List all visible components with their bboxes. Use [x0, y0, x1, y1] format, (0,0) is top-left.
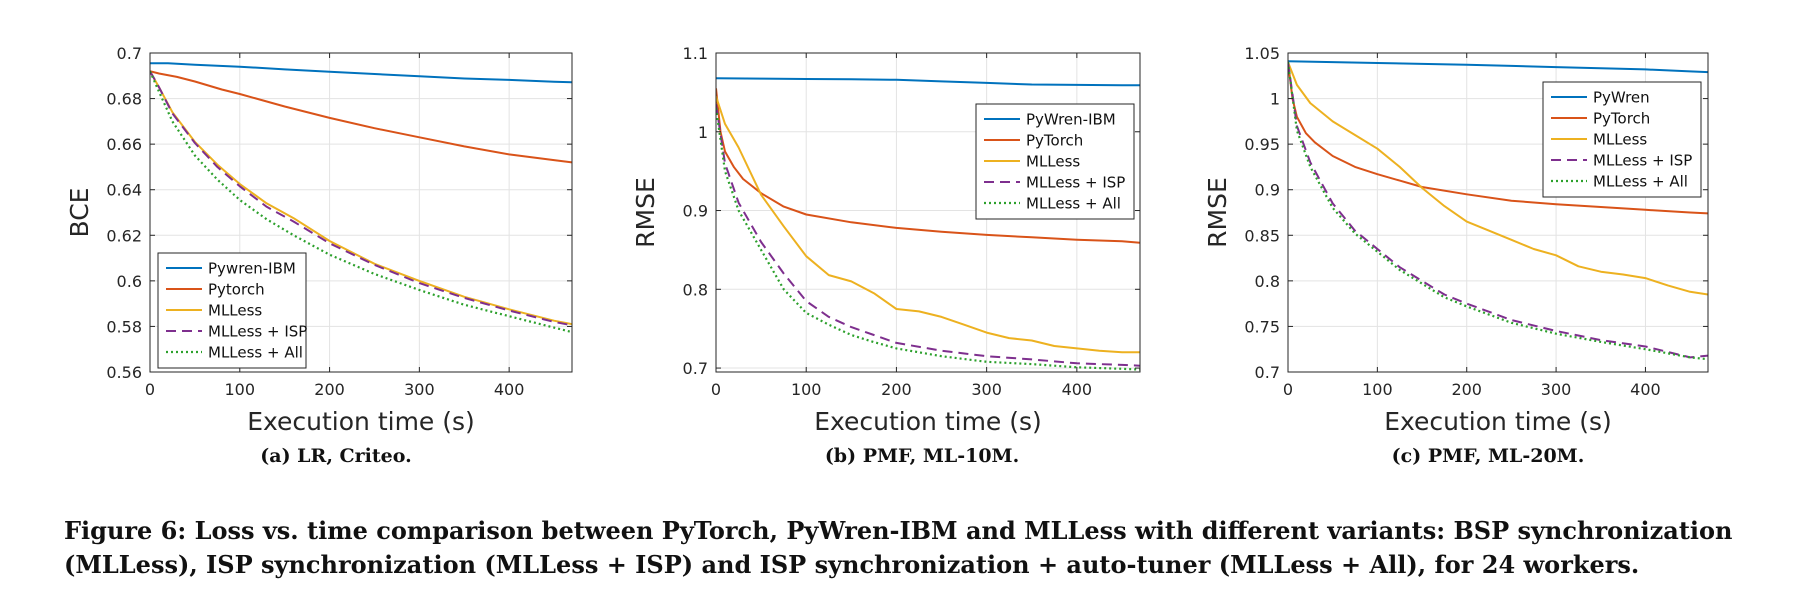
legend-label: MLLess + All	[1026, 195, 1121, 213]
y-axis-label: RMSE	[631, 177, 660, 248]
series-line-3	[716, 104, 1140, 367]
x-tick-label: 400	[1062, 380, 1093, 399]
legend-label: MLLess + All	[1593, 173, 1688, 191]
x-tick-label: 100	[791, 380, 822, 399]
x-tick-label: 400	[1630, 380, 1661, 399]
figure-caption: Figure 6: Loss vs. time comparison betwe…	[64, 516, 1733, 579]
y-axis-label: RMSE	[1203, 177, 1232, 248]
figure-charts: 0 100 200 300 4000.560.580.60.620.640.660.68…	[65, 44, 1709, 436]
y-tick-label: 0.7	[683, 359, 708, 378]
y-tick-label: 0.8	[1255, 272, 1280, 291]
legend-label: MLLess	[1026, 153, 1080, 171]
x-tick-label: 200	[1451, 380, 1482, 399]
legend-label: PyWren-IBM	[1026, 111, 1116, 129]
chart-b: 0 100 200 300 400 0.7 0.8 0.9 1 1.1 Execution time…	[631, 44, 1141, 436]
y-tick-label: 0.66	[106, 135, 142, 154]
y-tick-label: 0.85	[1244, 226, 1280, 245]
chart-c: 0 100 200 300 400 0.7 0.75 0.8 0.85 0.9 0.95 1 1.05 E…	[1203, 44, 1709, 436]
series-line-0	[150, 62, 572, 84]
x-tick-label: 300	[1541, 380, 1572, 399]
legend-label: MLLess + ISP	[1026, 174, 1125, 192]
y-tick-label: 0.56	[106, 363, 142, 382]
subcaption-b: (b) PMF, ML-10M.	[824, 445, 1020, 467]
series-line-0	[1288, 60, 1708, 74]
y-axis-label: BCE	[65, 188, 94, 238]
axes-box	[1287, 52, 1709, 373]
series-line-3	[1288, 61, 1708, 359]
legend-label: MLLess	[1593, 131, 1647, 149]
x-tick-label: 300	[404, 380, 435, 399]
series-line-0	[716, 77, 1140, 87]
y-tick-label: 1.05	[1244, 44, 1280, 63]
legend-label: MLLess + All	[208, 344, 303, 362]
y-tick-label: 0.9	[683, 202, 708, 221]
x-tick-label: 0	[145, 380, 155, 399]
subcaption-a: (a) LR, Criteo.	[260, 445, 412, 467]
y-tick-label: 0.7	[117, 44, 142, 63]
chart-a: 0 100 200 300 400 0.56 0.58 0.6 0.62 0.64 0.66 0.68…	[65, 44, 573, 436]
legend-label: Pywren-IBM	[208, 260, 296, 278]
y-tick-label: 0.8	[683, 280, 708, 299]
x-tick-label: 100	[225, 380, 256, 399]
y-tick-label: 0.75	[1244, 317, 1280, 336]
legend-label: MLLess	[208, 302, 262, 320]
axes-box	[149, 52, 573, 373]
series-line-4	[1288, 61, 1708, 361]
x-axis-label: Execution time (s)	[1384, 407, 1612, 436]
series-line-1	[716, 88, 1140, 244]
x-axis-label: Execution time (s)	[247, 407, 475, 436]
legend-label: PyWren	[1593, 89, 1650, 107]
x-tick-label: 400	[494, 380, 525, 399]
x-tick-label: 0	[711, 380, 721, 399]
y-tick-label: 1.1	[683, 44, 708, 63]
y-tick-label: 0.68	[106, 90, 142, 109]
y-tick-label: 0.95	[1244, 135, 1280, 154]
legend: PyWren PyTorch MLLess MLLess + ISP MLLess + …	[1542, 81, 1702, 198]
y-tick-label: 0.7	[1255, 363, 1280, 382]
legend: Pywren-IBM Pytorch MLLess MLLess + ISP MLLes…	[157, 252, 307, 369]
series-line-4	[716, 107, 1140, 371]
series-line-2	[716, 95, 1140, 354]
y-tick-label: 1	[1270, 90, 1280, 109]
series-line-2	[1288, 61, 1708, 296]
y-tick-label: 1	[698, 123, 708, 142]
y-tick-label: 0.64	[106, 181, 142, 200]
y-tick-label: 0.62	[106, 226, 142, 245]
y-tick-label: 0.9	[1255, 181, 1280, 200]
x-axis-label: Execution time (s)	[814, 407, 1042, 436]
x-tick-label: 200	[881, 380, 912, 399]
series-line-1	[1288, 61, 1708, 215]
x-tick-label: 200	[314, 380, 345, 399]
series-line-2	[150, 70, 572, 326]
x-tick-label: 0	[1283, 380, 1293, 399]
series-line-1	[150, 70, 572, 164]
x-tick-label: 300	[971, 380, 1002, 399]
legend-label: PyTorch	[1026, 132, 1083, 150]
legend-label: MLLess + ISP	[1593, 152, 1692, 170]
legend-label: MLLess + ISP	[208, 323, 307, 341]
series-line-3	[150, 70, 572, 327]
legend-label: Pytorch	[208, 281, 265, 299]
y-tick-label: 0.58	[106, 317, 142, 336]
axes-box	[715, 52, 1141, 373]
x-tick-label: 100	[1362, 380, 1393, 399]
legend-label: PyTorch	[1593, 110, 1650, 128]
legend: PyWren-IBM PyTorch MLLess MLLess + ISP MLLes…	[975, 103, 1135, 220]
subcaption-c: (c) PMF, ML-20M.	[1391, 445, 1585, 467]
y-tick-label: 0.6	[117, 272, 142, 291]
